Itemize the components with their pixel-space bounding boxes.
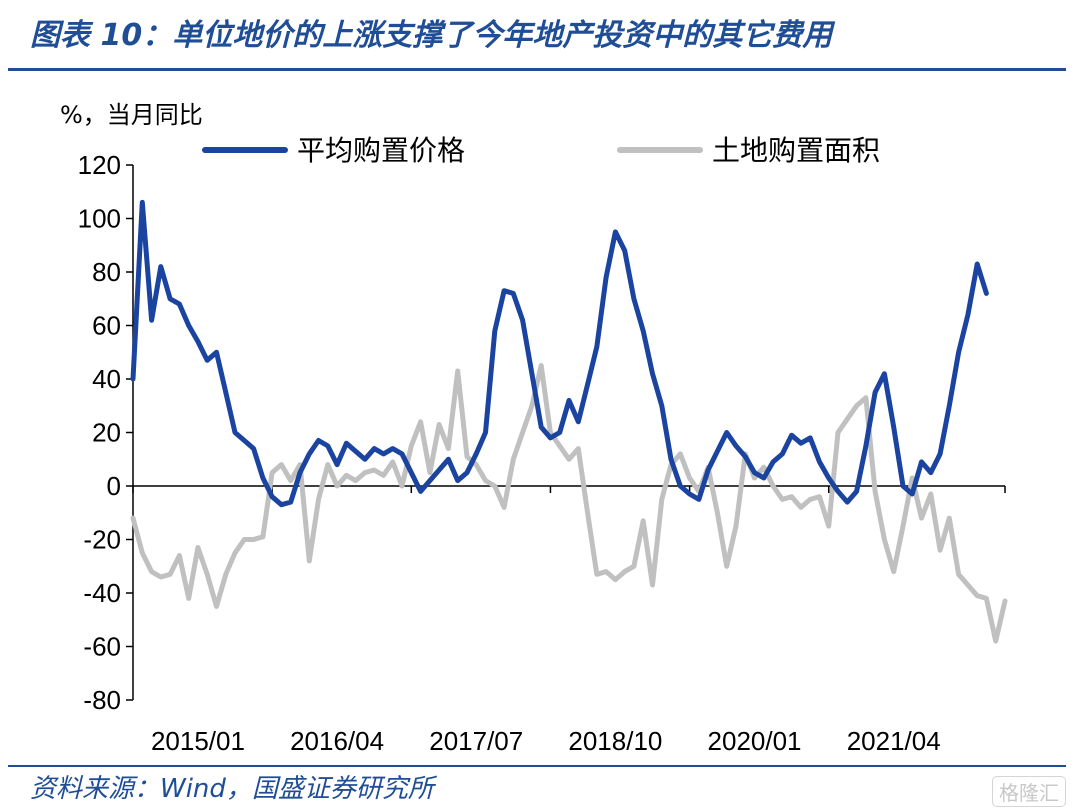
x-tick-label: 2021/04: [847, 726, 941, 756]
watermark-logo: 格隆汇: [992, 776, 1066, 807]
x-tick-label: 2017/07: [429, 726, 523, 756]
y-tick-label: 80: [92, 257, 121, 287]
title-rule: [8, 68, 1066, 71]
y-tick-label: 20: [92, 418, 121, 448]
x-tick-label: 2015/01: [151, 726, 245, 756]
legend: 平均购置价格 土地购置面积: [202, 134, 880, 167]
y-tick-label: -20: [83, 525, 121, 555]
y-tick-label: 0: [107, 471, 121, 501]
legend-label: 土地购置面积: [712, 134, 880, 167]
y-tick-label: 60: [92, 311, 121, 341]
y-axis-unit-label: %，当月同比: [60, 101, 203, 129]
y-tick-label: 40: [92, 364, 121, 394]
y-tick-label: -40: [83, 578, 121, 608]
series-line-avg-purchase-price: [130, 199, 989, 508]
x-tick-label: 2016/04: [290, 726, 384, 756]
series-line-land-purchase-area: [130, 363, 1008, 644]
x-tick-label: 2020/01: [708, 726, 802, 756]
series-layer: [130, 199, 1008, 644]
y-tick-label: 100: [78, 204, 121, 234]
y-tick-label: 120: [78, 150, 121, 180]
axes: 120 100 80 60 40 20 0 -20 -40 -60 -80 2015/01 2016/0…: [78, 150, 1006, 756]
y-tick-label: -60: [83, 632, 121, 662]
x-tick-label: 2018/10: [568, 726, 662, 756]
source-rule: [8, 765, 1066, 767]
figure-title: 图表 10：单位地价的上涨支撑了今年地产投资中的其它费用: [30, 18, 833, 53]
legend-label: 平均购置价格: [297, 134, 465, 167]
y-tick-label: -80: [83, 685, 121, 715]
source-note: 资料来源：Wind，国盛证券研究所: [30, 774, 434, 804]
